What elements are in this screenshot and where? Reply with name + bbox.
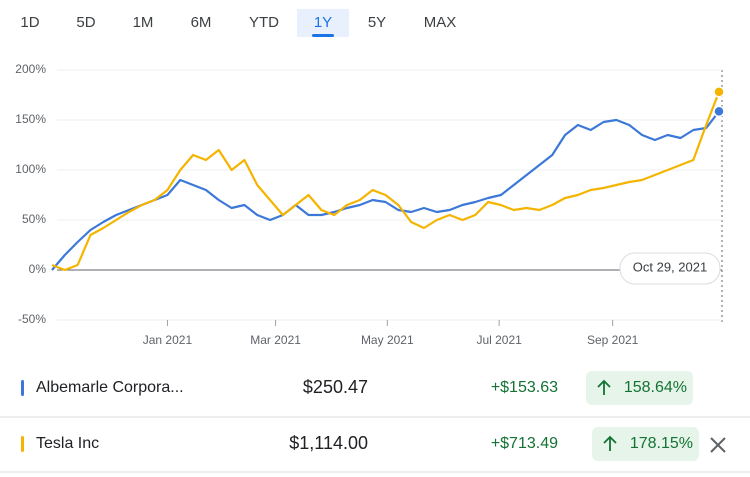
- price: $250.47: [303, 377, 368, 397]
- change: +$713.49: [491, 435, 558, 452]
- range-tab[interactable]: 1M: [133, 14, 154, 31]
- y-tick-label: 100%: [15, 162, 46, 176]
- percent-badge: [586, 371, 693, 405]
- y-tick-label: -50%: [18, 312, 46, 326]
- x-tick-label: Jul 2021: [476, 333, 522, 347]
- y-tick-label: 0%: [29, 262, 47, 276]
- y-tick-label: 200%: [15, 62, 46, 76]
- x-tick-label: Mar 2021: [250, 333, 301, 347]
- series-line: [51, 91, 721, 272]
- end-dot: [713, 86, 725, 98]
- price: $1,114.00: [289, 433, 368, 453]
- range-tab[interactable]: 5Y: [368, 14, 386, 31]
- percent: 158.64%: [624, 379, 687, 396]
- percent-badge: [592, 427, 699, 461]
- series-name: Albemarle Corpora...: [36, 379, 184, 396]
- y-tick-label: 150%: [15, 112, 46, 126]
- series-line: [51, 110, 720, 271]
- range-tab[interactable]: 1D: [20, 14, 39, 31]
- up-arrow: [597, 379, 611, 395]
- series-swatch: [21, 380, 24, 396]
- up-arrow: [603, 435, 617, 451]
- series-swatch: [21, 436, 24, 452]
- range-tab[interactable]: 1Y: [314, 14, 332, 31]
- percent: 178.15%: [630, 435, 693, 452]
- change: +$153.63: [491, 379, 558, 396]
- crosshair-box: [619, 252, 721, 285]
- x-tick-label: May 2021: [361, 333, 414, 347]
- x-tick-label: Sep 2021: [587, 333, 639, 347]
- series-name: Tesla Inc: [36, 435, 99, 452]
- range-tab[interactable]: 5D: [76, 14, 95, 31]
- active-tab-bg: [297, 9, 349, 37]
- end-dot: [713, 105, 725, 118]
- y-tick-label: 50%: [22, 212, 46, 226]
- range-tab[interactable]: YTD: [249, 14, 279, 31]
- range-tab[interactable]: 6M: [191, 14, 212, 31]
- range-tab[interactable]: MAX: [424, 14, 457, 31]
- active-tab-underline: [312, 34, 334, 37]
- close-icon[interactable]: [710, 437, 726, 453]
- x-tick-label: Jan 2021: [143, 333, 193, 347]
- crosshair-label: Oct 29, 2021: [633, 259, 707, 274]
